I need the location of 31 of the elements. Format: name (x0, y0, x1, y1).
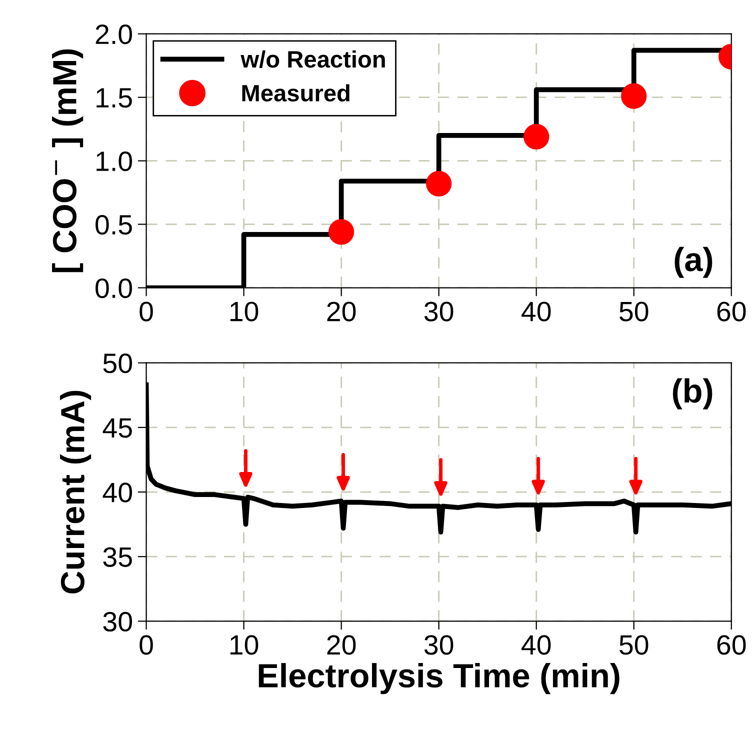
x-tick-label: 20 (327, 302, 356, 322)
y-tick-label: 1.0 (96, 151, 132, 172)
y-tick-label: 50 (103, 354, 132, 374)
y-tick-label: 45 (102, 418, 132, 438)
x-tick-label: 0 (140, 302, 153, 322)
x-tick-label: 40 (522, 302, 551, 322)
x-tick-label: 10 (230, 302, 258, 322)
x-axis-title: Electrolysis Time (min) (258, 663, 620, 694)
x-tick-label: 50 (620, 302, 648, 322)
annotation: (b) (672, 378, 712, 410)
legend-label: Measured (242, 84, 350, 102)
y-tick-label: 40 (102, 482, 132, 502)
x-tick-label: 40 (522, 635, 551, 655)
x-tick-label: 20 (327, 635, 356, 655)
x-tick-label: 30 (424, 635, 454, 655)
y-tick-label: 0.5 (96, 214, 132, 235)
legend-label: w/o Reaction (240, 50, 385, 68)
y-tick-label: 30 (103, 612, 132, 632)
x-tick-label: 60 (717, 635, 746, 655)
x-tick-label: 60 (717, 302, 746, 322)
x-tick-label: 50 (620, 635, 648, 655)
x-tick-label: 0 (140, 635, 153, 655)
y-axis-title: [ COO$^{−}$ ] (mM) (52, 49, 84, 272)
annotation: (a) (674, 246, 712, 278)
y-tick-label: 1.5 (96, 88, 132, 108)
y-tick-label: 2.0 (96, 24, 132, 44)
x-tick-label: 10 (230, 635, 258, 655)
y-tick-label: 35 (103, 547, 132, 567)
y-tick-label: 0.0 (96, 278, 132, 298)
y-axis-title: Current (mA) (60, 390, 92, 594)
x-tick-label: 30 (424, 302, 454, 322)
